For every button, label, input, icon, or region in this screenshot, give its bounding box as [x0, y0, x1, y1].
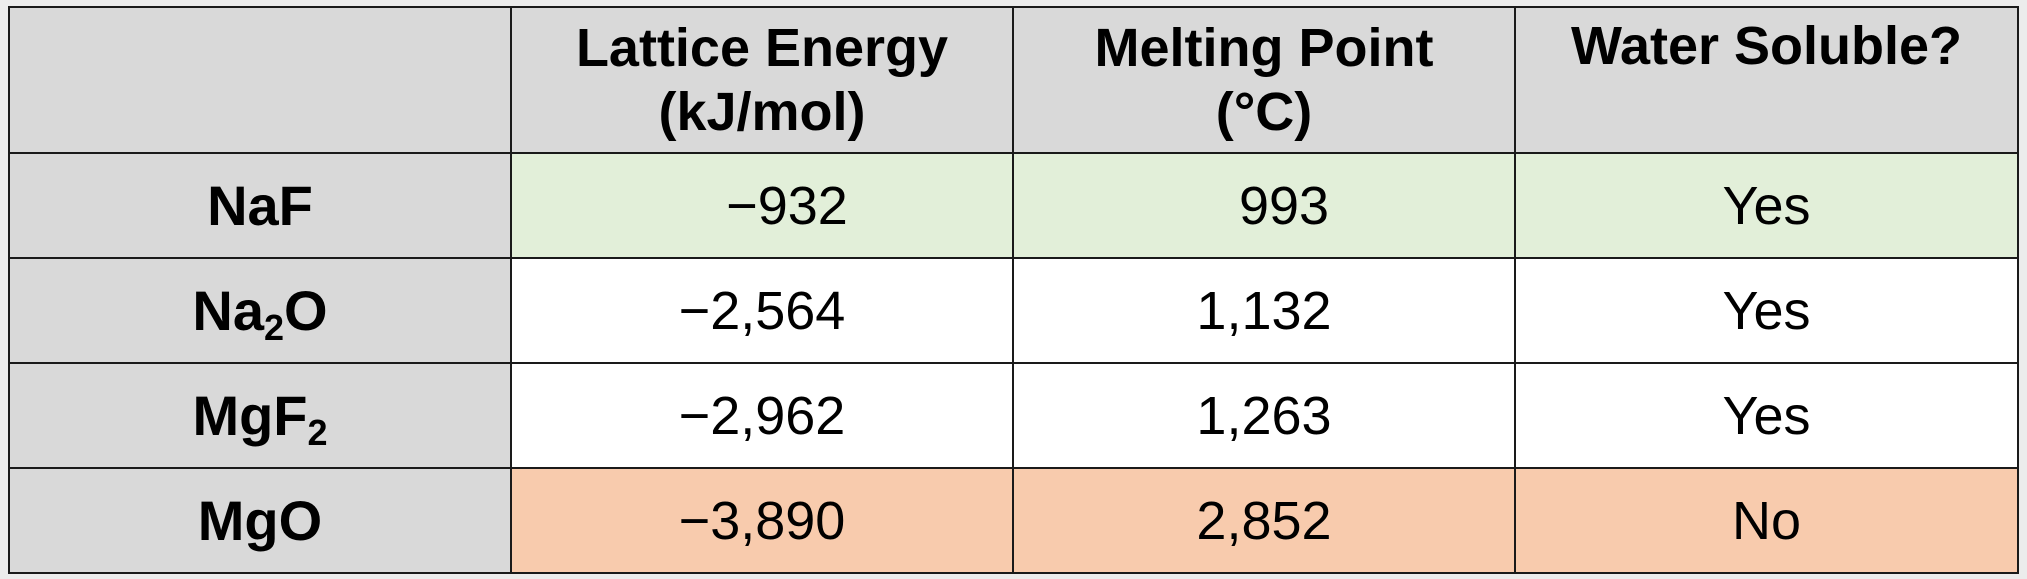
- formula-subscript: 2: [264, 307, 285, 348]
- water-soluble-header: Water Soluble?: [1514, 6, 2019, 154]
- melting-point-cell: 1,132: [1012, 257, 1516, 364]
- melting-point-cell: 1,263: [1012, 362, 1516, 469]
- formula-tail: O: [284, 279, 328, 342]
- corner-header-cell: [8, 6, 512, 154]
- header-line-2: (°C): [1215, 82, 1313, 142]
- water-soluble-value: Yes: [1722, 175, 1811, 236]
- melting-point-cell: 993: [1012, 152, 1516, 259]
- table-row-naf: NaF −932 993 Yes: [8, 152, 2019, 259]
- water-soluble-value: No: [1731, 490, 1802, 551]
- formula-subscript: 2: [307, 412, 328, 453]
- lattice-energy-cell: −2,962: [510, 362, 1014, 469]
- melting-point-value: 1,132: [1196, 280, 1332, 341]
- formula-base: MgF: [192, 384, 308, 447]
- melting-point-value: 1,263: [1196, 385, 1332, 446]
- compound-cell: Na2O: [8, 257, 512, 364]
- lattice-energy-header: Lattice Energy (kJ/mol): [510, 6, 1014, 154]
- header-line-1: Water Soluble?: [1570, 16, 1963, 76]
- compound-cell: MgO: [8, 467, 512, 574]
- header-line-2: (kJ/mol): [658, 82, 866, 142]
- compound-cell: NaF: [8, 152, 512, 259]
- water-soluble-cell: Yes: [1514, 362, 2019, 469]
- lattice-energy-cell: −3,890: [510, 467, 1014, 574]
- lattice-energy-cell: −2,564: [510, 257, 1014, 364]
- formula-base: Na: [192, 279, 264, 342]
- melting-point-header: Melting Point (°C): [1012, 6, 1516, 154]
- formula-base: MgO: [197, 489, 323, 552]
- compound-cell: MgF2: [8, 362, 512, 469]
- table-row-mgo: MgO −3,890 2,852 No: [8, 467, 2019, 574]
- melting-point-value: 993: [1238, 175, 1330, 236]
- ionic-compounds-table: Lattice Energy (kJ/mol) Melting Point (°…: [8, 6, 2019, 574]
- table-row-mgf2: MgF2 −2,962 1,263 Yes: [8, 362, 2019, 469]
- header-line-1: Melting Point: [1094, 18, 1434, 78]
- lattice-energy-value: −2,962: [678, 385, 846, 446]
- lattice-energy-cell: −932: [510, 152, 1014, 259]
- melting-point-cell: 2,852: [1012, 467, 1516, 574]
- lattice-energy-value: −3,890: [678, 490, 846, 551]
- water-soluble-cell: No: [1514, 467, 2019, 574]
- header-line-1: Lattice Energy: [575, 18, 949, 78]
- formula-base: NaF: [207, 174, 313, 237]
- lattice-energy-value: −2,564: [678, 280, 846, 341]
- water-soluble-value: Yes: [1722, 385, 1811, 446]
- table-row-na2o: Na2O −2,564 1,132 Yes: [8, 257, 2019, 364]
- melting-point-value: 2,852: [1196, 490, 1332, 551]
- water-soluble-cell: Yes: [1514, 152, 2019, 259]
- water-soluble-value: Yes: [1722, 280, 1811, 341]
- lattice-energy-value: −932: [726, 175, 848, 236]
- header-row: Lattice Energy (kJ/mol) Melting Point (°…: [8, 6, 2019, 154]
- water-soluble-cell: Yes: [1514, 257, 2019, 364]
